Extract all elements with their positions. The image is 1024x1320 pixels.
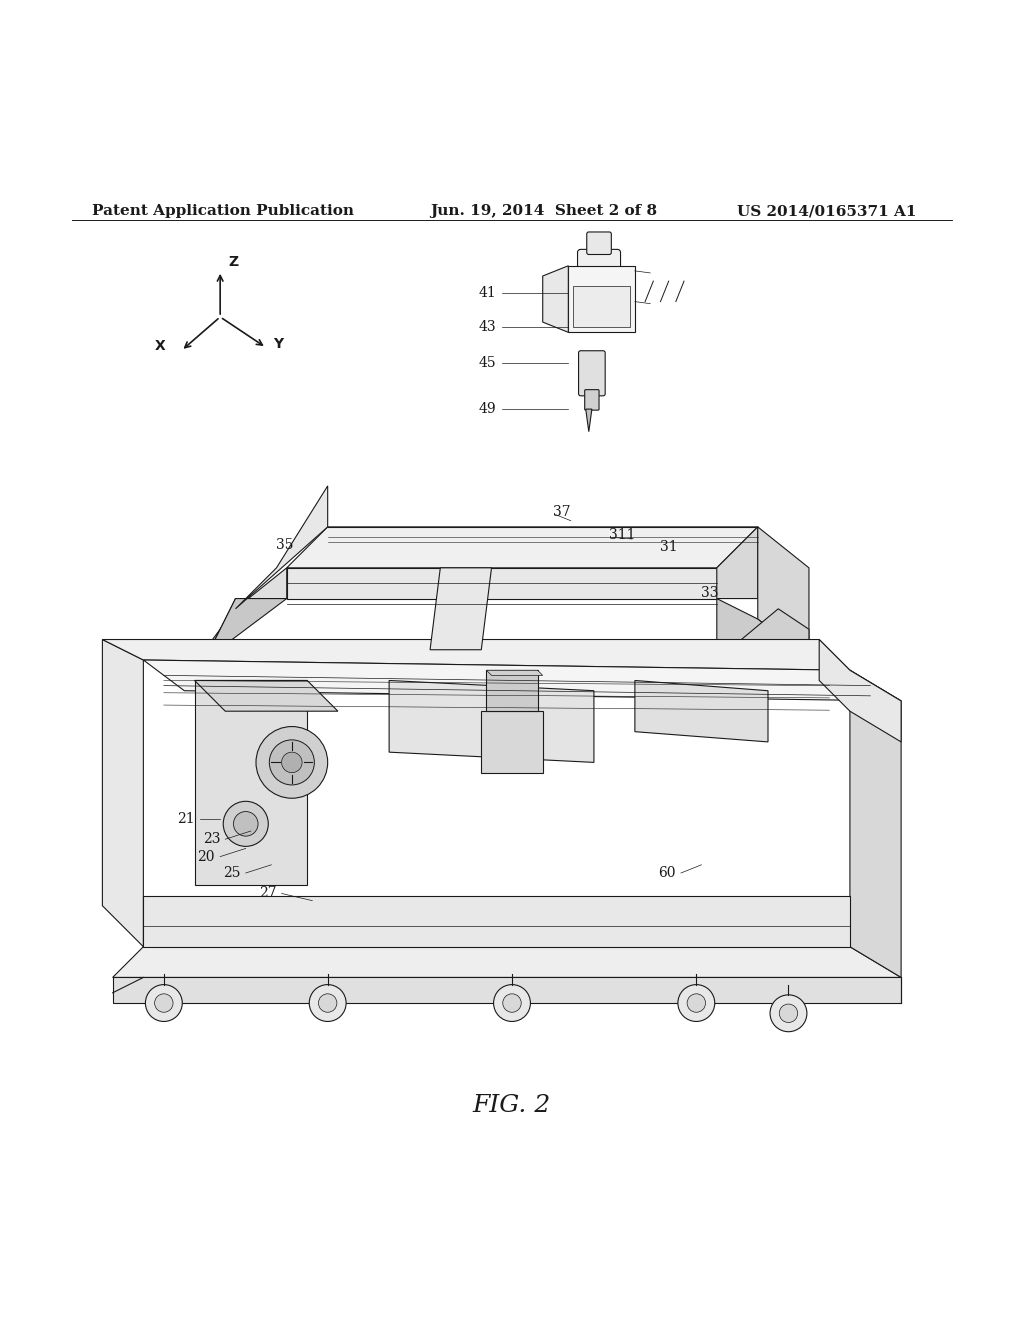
Text: 35: 35 [276, 539, 294, 552]
Text: 21: 21 [177, 812, 195, 826]
FancyBboxPatch shape [578, 249, 621, 281]
Polygon shape [143, 660, 901, 701]
Text: Jun. 19, 2014  Sheet 2 of 8: Jun. 19, 2014 Sheet 2 of 8 [430, 205, 657, 218]
Circle shape [155, 994, 173, 1012]
Text: 41: 41 [479, 286, 497, 301]
Polygon shape [113, 946, 901, 977]
Text: 25: 25 [223, 866, 241, 880]
FancyBboxPatch shape [587, 232, 611, 255]
Polygon shape [819, 639, 901, 742]
Polygon shape [102, 639, 850, 671]
Polygon shape [113, 977, 901, 1003]
FancyBboxPatch shape [573, 286, 630, 327]
Text: X: X [156, 339, 166, 352]
Text: 45: 45 [479, 356, 497, 370]
Polygon shape [717, 609, 809, 681]
Circle shape [770, 995, 807, 1032]
Polygon shape [486, 671, 543, 676]
Circle shape [678, 985, 715, 1022]
Circle shape [687, 994, 706, 1012]
Text: 33: 33 [701, 586, 719, 601]
Text: 43: 43 [479, 321, 497, 334]
Text: 31: 31 [660, 540, 678, 554]
Text: Z: Z [228, 255, 239, 269]
Polygon shape [717, 527, 758, 598]
Text: US 2014/0165371 A1: US 2014/0165371 A1 [737, 205, 916, 218]
Text: 60: 60 [658, 866, 676, 880]
Polygon shape [143, 895, 850, 946]
Polygon shape [635, 681, 768, 742]
Polygon shape [850, 671, 901, 977]
Circle shape [318, 994, 337, 1012]
Polygon shape [195, 681, 338, 711]
FancyBboxPatch shape [486, 671, 538, 711]
Polygon shape [205, 598, 287, 660]
Polygon shape [389, 681, 594, 763]
Circle shape [309, 985, 346, 1022]
Text: Patent Application Publication: Patent Application Publication [92, 205, 354, 218]
Polygon shape [102, 639, 143, 946]
Polygon shape [568, 265, 635, 333]
Polygon shape [287, 568, 717, 598]
Polygon shape [236, 486, 328, 609]
Polygon shape [195, 681, 307, 886]
Circle shape [233, 812, 258, 836]
Circle shape [503, 994, 521, 1012]
Text: 49: 49 [479, 403, 497, 416]
FancyBboxPatch shape [481, 711, 543, 772]
Polygon shape [758, 527, 809, 660]
Text: 27: 27 [259, 887, 276, 900]
Circle shape [223, 801, 268, 846]
Text: 37: 37 [553, 504, 570, 519]
Polygon shape [717, 598, 809, 681]
Polygon shape [287, 527, 758, 568]
FancyBboxPatch shape [585, 389, 599, 411]
Circle shape [779, 1005, 798, 1023]
Circle shape [282, 752, 302, 772]
Circle shape [256, 726, 328, 799]
Polygon shape [586, 409, 592, 432]
Circle shape [145, 985, 182, 1022]
FancyBboxPatch shape [579, 351, 605, 396]
Polygon shape [543, 265, 568, 333]
Text: Y: Y [273, 337, 284, 351]
Polygon shape [430, 568, 492, 649]
Text: 311: 311 [609, 528, 636, 543]
Polygon shape [236, 568, 287, 609]
Circle shape [269, 741, 314, 785]
Circle shape [494, 985, 530, 1022]
Text: 20: 20 [198, 850, 215, 863]
Polygon shape [205, 598, 236, 660]
Text: FIG. 2: FIG. 2 [473, 1094, 551, 1117]
Text: 23: 23 [203, 832, 220, 846]
